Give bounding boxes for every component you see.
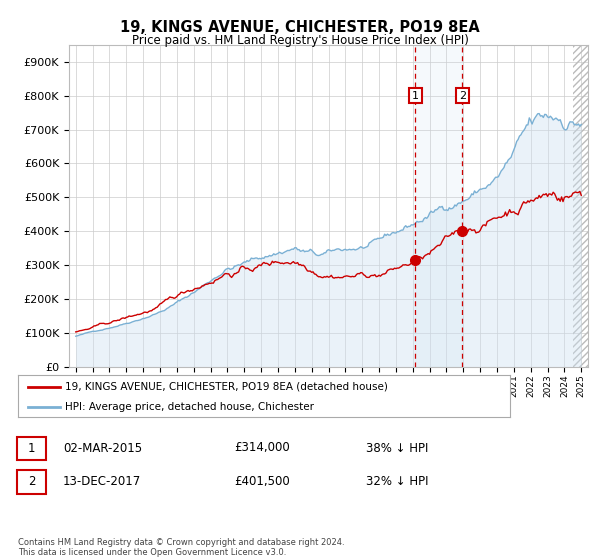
Text: 2: 2: [459, 91, 466, 101]
Text: HPI: Average price, detached house, Chichester: HPI: Average price, detached house, Chic…: [65, 402, 314, 412]
Text: 1: 1: [412, 91, 419, 101]
Bar: [415, 45, 463, 367]
Text: 2: 2: [28, 475, 35, 488]
Bar: [573, 45, 590, 367]
Text: 1: 1: [28, 441, 35, 455]
Text: 38% ↓ HPI: 38% ↓ HPI: [366, 441, 428, 455]
Text: 32% ↓ HPI: 32% ↓ HPI: [366, 475, 428, 488]
Text: 02-MAR-2015: 02-MAR-2015: [63, 441, 142, 455]
Text: 19, KINGS AVENUE, CHICHESTER, PO19 8EA (detached house): 19, KINGS AVENUE, CHICHESTER, PO19 8EA (…: [65, 382, 388, 392]
Text: Contains HM Land Registry data © Crown copyright and database right 2024.
This d: Contains HM Land Registry data © Crown c…: [18, 538, 344, 557]
Text: 19, KINGS AVENUE, CHICHESTER, PO19 8EA: 19, KINGS AVENUE, CHICHESTER, PO19 8EA: [120, 20, 480, 35]
Text: Price paid vs. HM Land Registry's House Price Index (HPI): Price paid vs. HM Land Registry's House …: [131, 34, 469, 46]
Text: £401,500: £401,500: [234, 475, 290, 488]
Text: £314,000: £314,000: [234, 441, 290, 455]
Text: 13-DEC-2017: 13-DEC-2017: [63, 475, 141, 488]
